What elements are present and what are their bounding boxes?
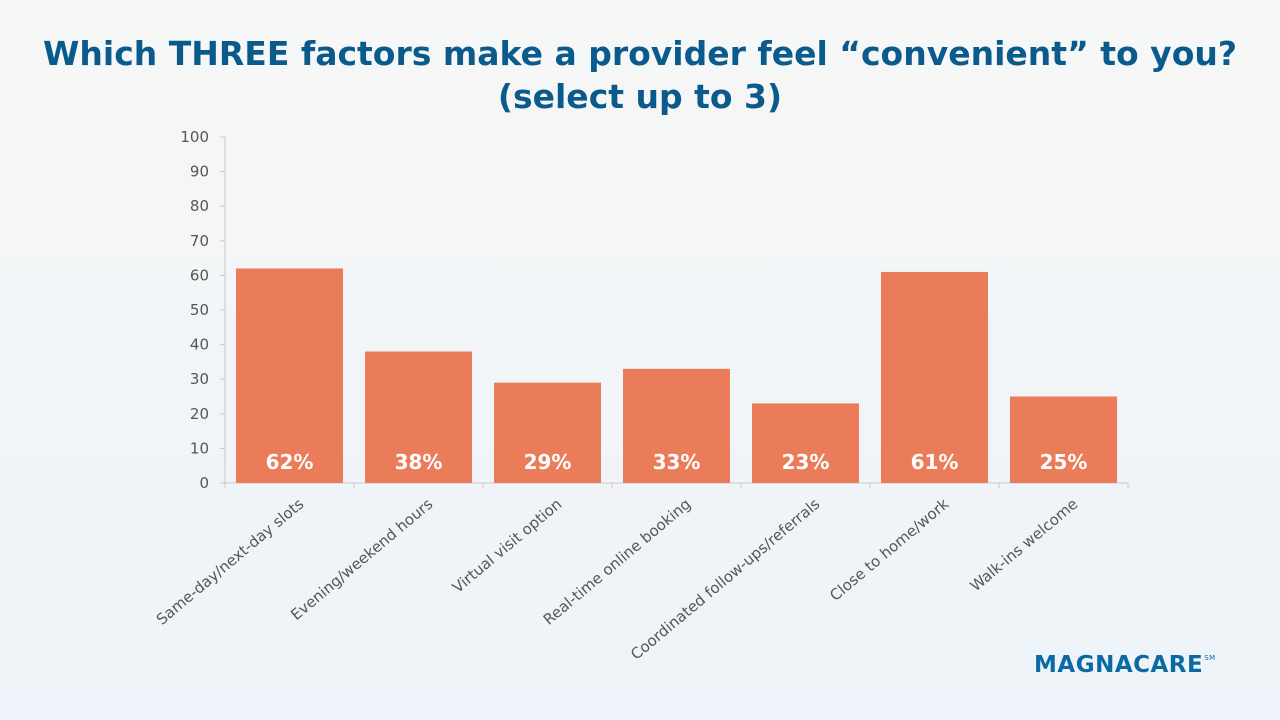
data-label: 62%: [266, 450, 314, 474]
y-tick-label: 50: [190, 301, 209, 319]
y-tick-label: 20: [190, 405, 209, 423]
logo-text: MAGNACARE: [1034, 652, 1204, 678]
bar: [623, 368, 730, 483]
bar: [365, 351, 472, 483]
bar: [752, 403, 859, 483]
data-label: 25%: [1040, 450, 1088, 474]
y-tick-label: 70: [190, 232, 209, 250]
category-label: Real-time online booking: [540, 495, 695, 629]
chart-title-line-1: Which THREE factors make a provider feel…: [42, 34, 1237, 73]
y-tick-label: 90: [190, 163, 209, 181]
data-label: 38%: [395, 450, 443, 474]
y-tick-label: 40: [190, 336, 209, 354]
y-tick-label: 60: [190, 266, 209, 284]
data-label: 23%: [782, 450, 830, 474]
bar: [494, 382, 601, 483]
category-label: Close to home/work: [826, 495, 952, 605]
data-label: 33%: [653, 450, 701, 474]
magnacare-logo: MAGNACARESM: [1034, 652, 1216, 678]
y-tick-label: 0: [199, 474, 209, 492]
y-tick-label: 100: [180, 128, 209, 146]
bar: [1010, 396, 1117, 483]
y-tick-label: 30: [190, 370, 209, 388]
data-label: 29%: [524, 450, 572, 474]
y-tick-label: 10: [190, 439, 209, 457]
chart-title: Which THREE factors make a provider feel…: [40, 32, 1240, 118]
category-label: Walk-ins welcome: [967, 495, 1082, 595]
bar: [881, 271, 988, 483]
category-label: Same-day/next-day slots: [153, 495, 308, 629]
y-tick-label: 80: [190, 197, 209, 215]
data-label: 61%: [911, 450, 959, 474]
service-mark: SM: [1204, 654, 1216, 662]
chart-title-line-2: (select up to 3): [497, 77, 783, 116]
category-label: Virtual visit option: [449, 495, 565, 597]
bar: [236, 268, 343, 483]
category-label: Evening/weekend hours: [287, 495, 436, 624]
